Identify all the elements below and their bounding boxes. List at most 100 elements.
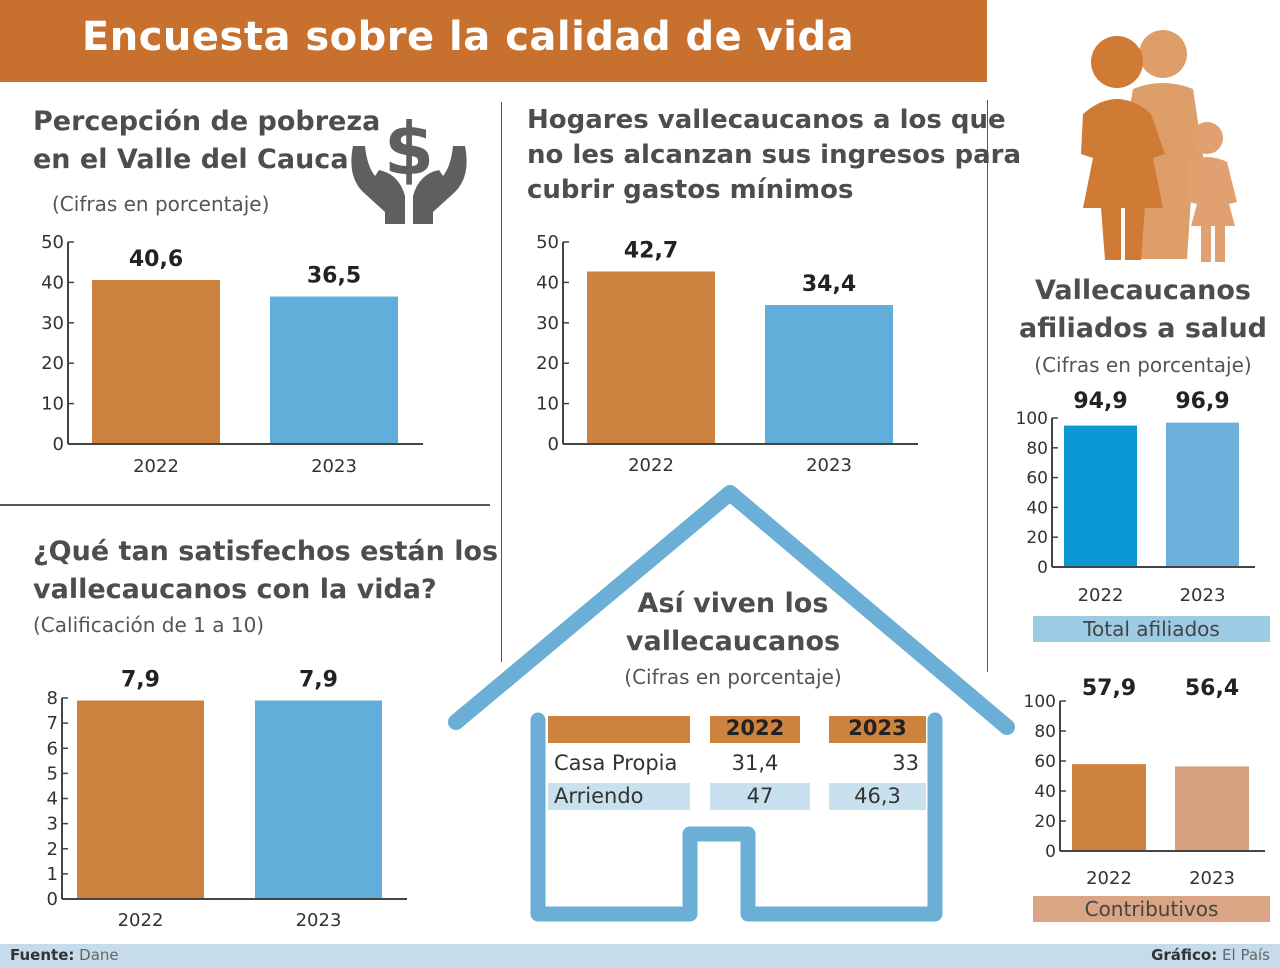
y-tick-label: 20 — [1034, 812, 1056, 832]
x-tick-label: 2022 — [628, 455, 674, 476]
credit-label: Gráfico: — [1151, 946, 1218, 964]
y-tick-label: 0 — [53, 434, 64, 455]
y-tick-label: 2 — [47, 839, 58, 860]
bar-2023 — [765, 305, 893, 444]
title-line: Vallecaucanos — [1035, 275, 1251, 306]
cell: 31,4 — [731, 751, 779, 775]
y-tick-label: 30 — [41, 313, 64, 334]
satisfaction-subtitle: (Calificación de 1 a 10) — [33, 613, 265, 637]
contributivos-label: Contributivos — [1033, 896, 1270, 922]
x-tick-label: 2022 — [1078, 585, 1124, 606]
table-header: 2022 2023 — [548, 716, 926, 743]
poverty-subtitle: (Cifras en porcentaje) — [52, 192, 270, 216]
x-tick-label: 2022 — [118, 910, 164, 931]
y-tick-label: 0 — [1045, 842, 1056, 862]
hands-holding-dollar-icon: $ — [351, 112, 467, 224]
header-banner — [0, 0, 987, 82]
data-label: 96,9 — [1175, 389, 1229, 414]
y-tick-label: 1 — [47, 864, 58, 885]
header-cell: 2022 — [710, 716, 800, 743]
header-cell — [548, 716, 690, 743]
health-title: Vallecaucanos afiliados a salud — [1015, 272, 1271, 348]
y-tick-label: 40 — [536, 272, 559, 293]
x-tick-label: 2022 — [1086, 868, 1132, 889]
credit: Gráfico: El País — [1151, 944, 1270, 967]
cell: 46,3 — [829, 783, 926, 810]
x-tick-label: 2023 — [1180, 585, 1226, 606]
title-line: vallecaucanos con la vida? — [33, 574, 437, 605]
table-row: Casa Propia 31,4 33 — [548, 743, 926, 783]
bar-2022 — [587, 271, 715, 444]
page-title: Encuesta sobre la calidad de vida — [81, 14, 855, 60]
y-tick-label: 6 — [47, 738, 58, 759]
x-tick-label: 2023 — [311, 456, 357, 477]
bar-2022 — [1064, 425, 1137, 567]
y-tick-label: 7 — [47, 713, 58, 734]
data-label: 40,6 — [129, 247, 183, 272]
data-label: 7,9 — [299, 668, 338, 693]
title-line: en el Valle del Cauca — [33, 144, 349, 175]
x-tick-label: 2023 — [1189, 868, 1235, 889]
data-label: 57,9 — [1082, 676, 1136, 701]
y-tick-label: 10 — [536, 394, 559, 415]
bar-2022 — [92, 279, 220, 444]
divider — [0, 504, 490, 506]
y-tick-label: 8 — [47, 688, 58, 709]
cell: 33 — [892, 751, 919, 775]
y-tick-label: 20 — [1026, 528, 1048, 548]
y-tick-label: 80 — [1034, 722, 1056, 742]
y-tick-label: 60 — [1034, 752, 1056, 772]
data-label: 36,5 — [307, 264, 361, 289]
housing-subtitle: (Cifras en porcentaje) — [624, 665, 842, 689]
data-label: 42,7 — [624, 238, 678, 263]
header-cell: 2023 — [829, 716, 926, 743]
data-label: 94,9 — [1073, 389, 1127, 414]
y-tick-label: 0 — [548, 434, 559, 455]
bar-2023 — [270, 296, 398, 444]
source-value: Dane — [79, 946, 119, 964]
title-line: Así viven los — [637, 588, 829, 619]
bar-2023 — [1175, 766, 1249, 851]
y-tick-label: 100 — [1024, 692, 1056, 712]
health-subtitle: (Cifras en porcentaje) — [1034, 353, 1252, 377]
x-tick-label: 2023 — [296, 910, 342, 931]
title-line: ¿Qué tan satisfechos están los — [33, 536, 499, 567]
satisfaction-title: ¿Qué tan satisfechos están los vallecauc… — [33, 533, 498, 609]
y-tick-label: 0 — [1037, 558, 1048, 578]
title-line: Percepción de pobreza — [33, 106, 381, 137]
table-row: Arriendo 47 46,3 — [548, 783, 926, 810]
y-tick-label: 20 — [536, 353, 559, 374]
total-afiliados-label: Total afiliados — [1033, 616, 1270, 642]
y-tick-label: 40 — [41, 272, 64, 293]
title-line: no les alcanzan sus ingresos para — [527, 140, 1022, 170]
y-tick-label: 40 — [1034, 782, 1056, 802]
family-icon — [1081, 30, 1237, 262]
bar-2023 — [1166, 422, 1239, 567]
y-tick-label: 60 — [1026, 469, 1048, 489]
y-tick-label: 0 — [47, 889, 58, 910]
title-line: Hogares vallecaucanos a los que — [527, 105, 1006, 135]
data-label: 34,4 — [802, 272, 856, 297]
y-tick-label: 80 — [1026, 439, 1048, 459]
bar-2022 — [77, 700, 204, 899]
data-label: 56,4 — [1185, 676, 1239, 701]
x-tick-label: 2022 — [133, 456, 179, 477]
housing-title: Así viven los vallecaucanos — [600, 585, 866, 661]
cell: 47 — [710, 783, 810, 810]
poverty-title: Percepción de pobreza en el Valle del Ca… — [33, 103, 380, 179]
divider — [501, 102, 502, 662]
y-tick-label: 3 — [47, 814, 58, 835]
y-tick-label: 5 — [47, 763, 58, 784]
title-line: vallecaucanos — [625, 626, 841, 657]
y-tick-label: 50 — [41, 232, 64, 253]
source-label: Fuente: — [10, 946, 75, 964]
y-tick-label: 10 — [41, 394, 64, 415]
row-label: Casa Propia — [554, 751, 678, 775]
footer: Fuente: Dane Gráfico: El País — [0, 944, 1280, 967]
bar-2023 — [255, 700, 382, 899]
credit-value: El País — [1222, 946, 1270, 964]
income-title: Hogares vallecaucanos a los que no les a… — [527, 103, 1021, 208]
row-label: Arriendo — [548, 783, 690, 810]
